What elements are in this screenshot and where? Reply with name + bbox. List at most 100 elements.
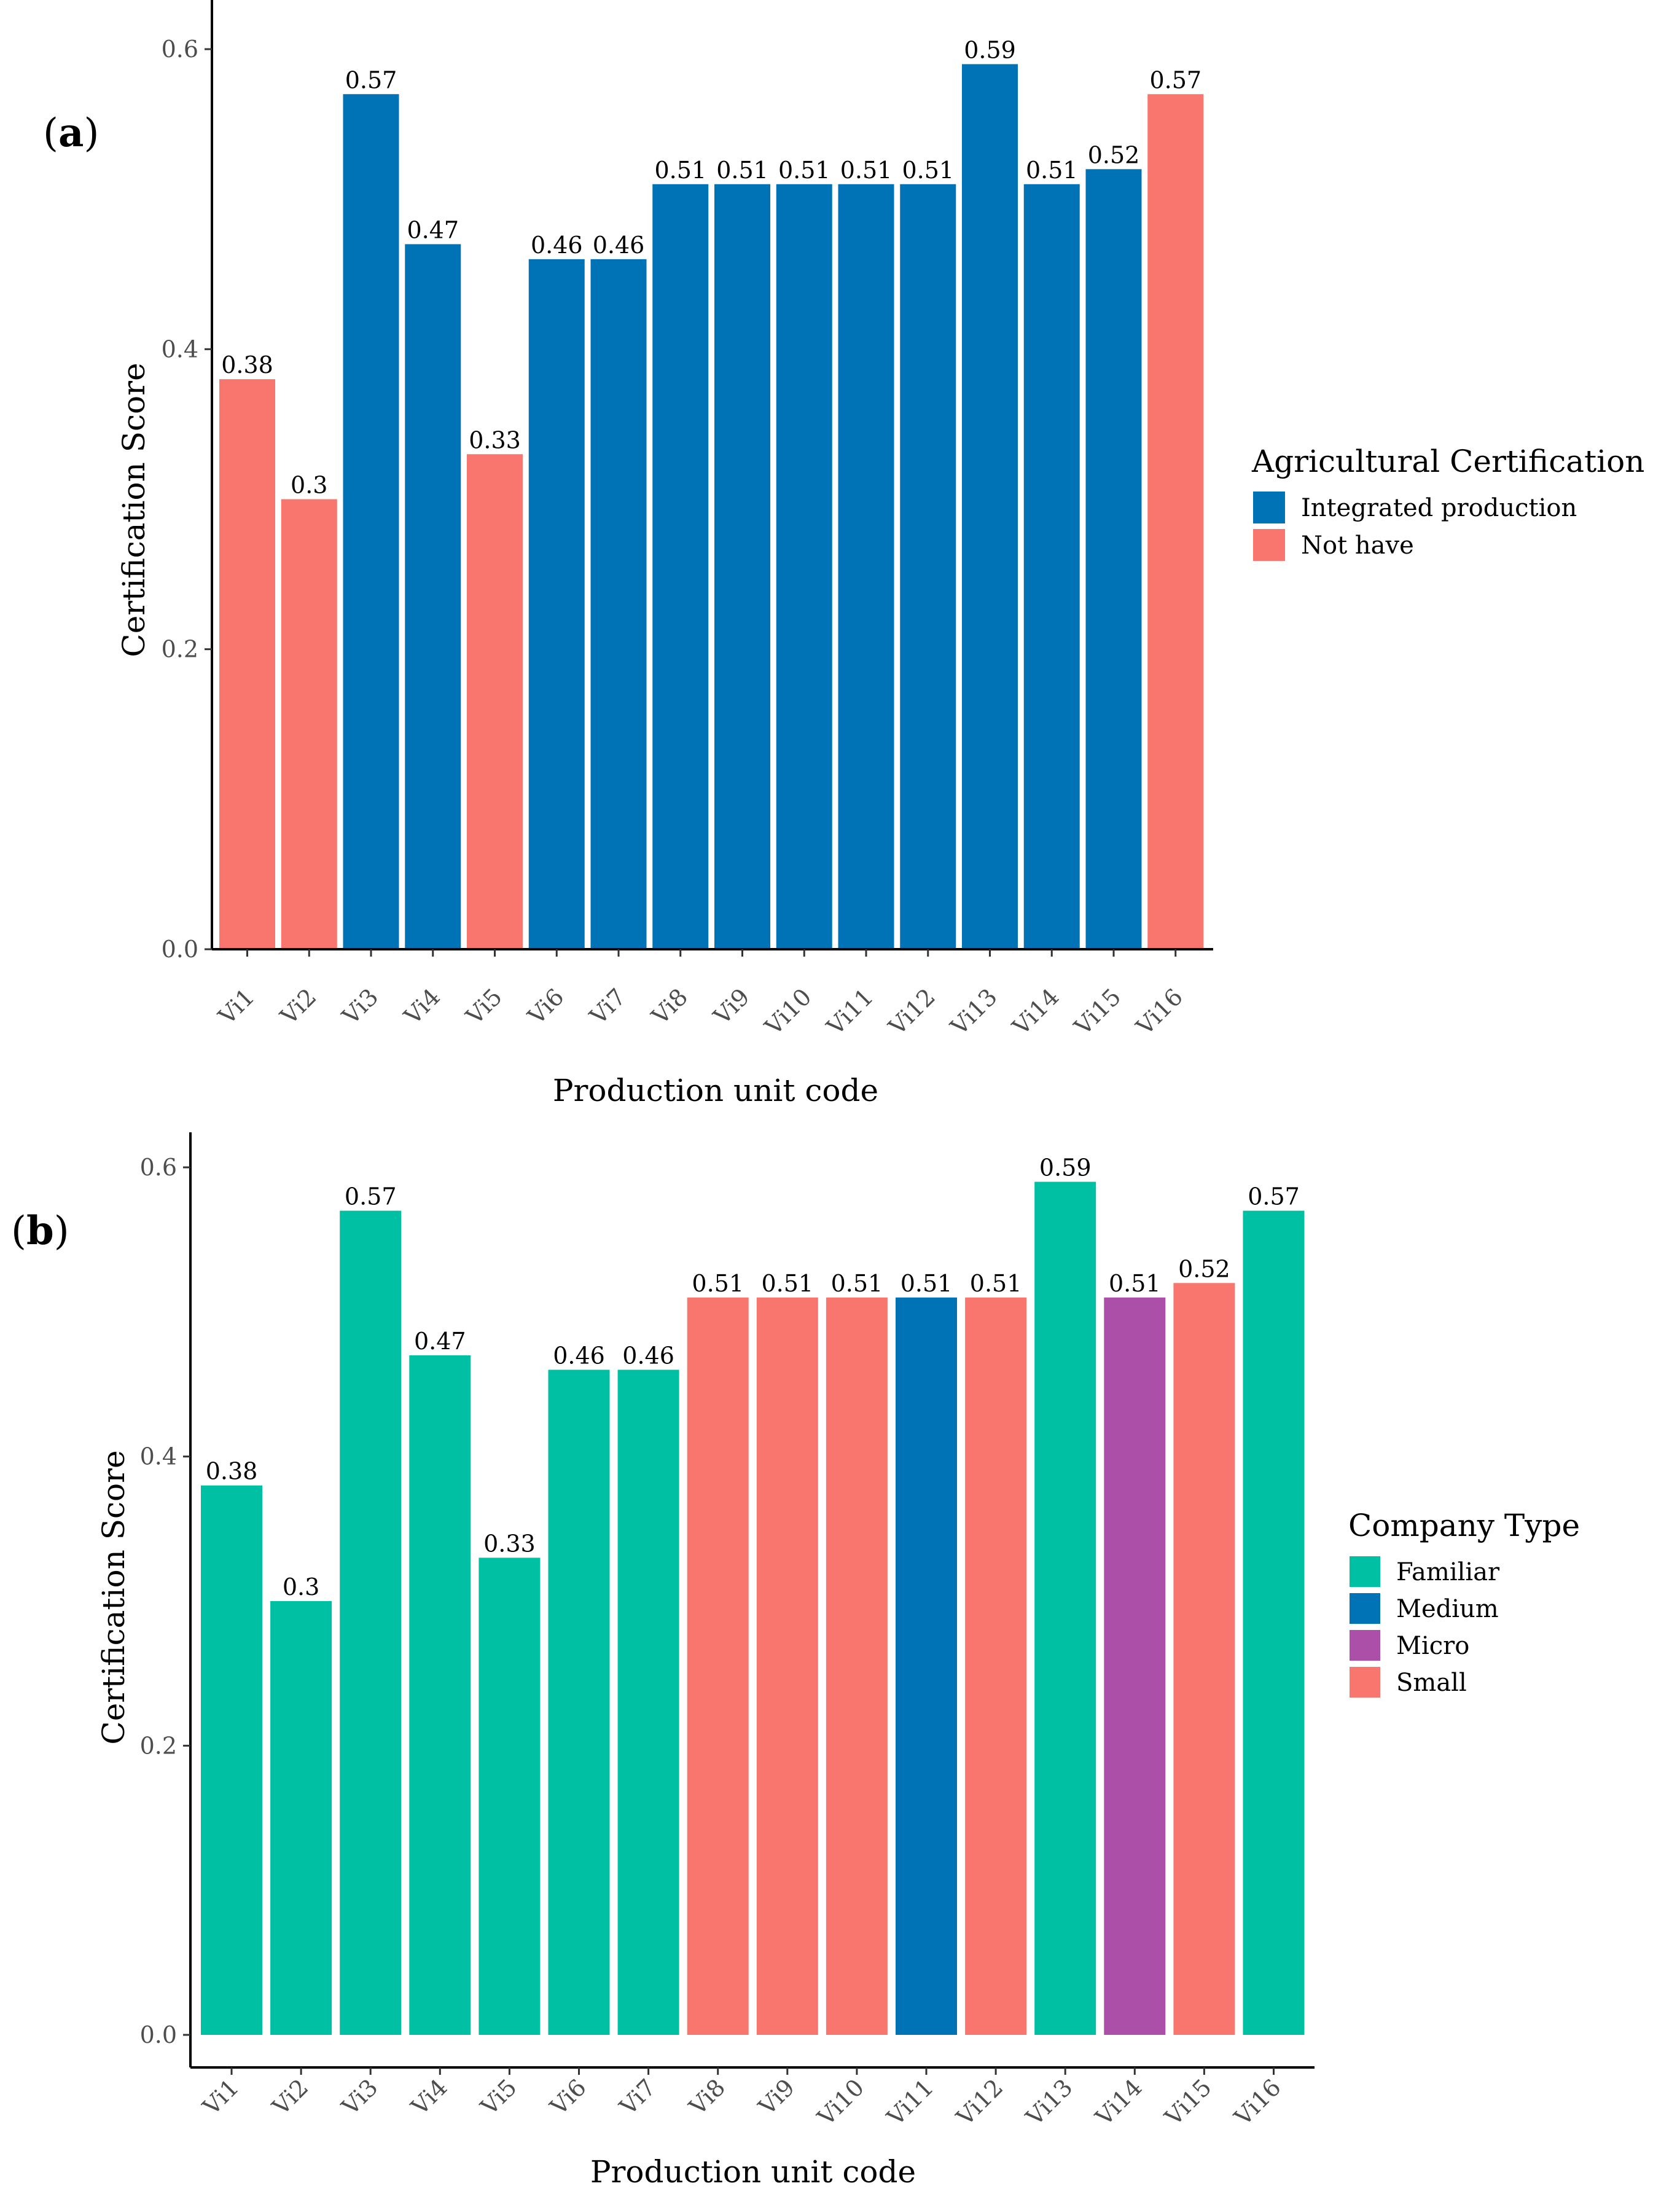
legend-label: Micro <box>1396 1632 1469 1660</box>
bar-value-label: 0.51 <box>654 157 706 184</box>
bar-value-label: 0.38 <box>206 1458 258 1485</box>
bar-value-label: 0.59 <box>964 36 1016 63</box>
y-tick-label: 0.2 <box>162 636 198 663</box>
x-tick-label: Vi9 <box>753 2074 800 2120</box>
x-tick-label: Vi15 <box>1159 2074 1217 2131</box>
x-tick-label: Vi13 <box>1020 2074 1078 2131</box>
x-tick-label: Vi10 <box>812 2074 870 2131</box>
bar-vi4 <box>405 244 461 950</box>
x-tick-label: Vi3 <box>337 983 383 1030</box>
bar-vi8 <box>687 1297 749 2035</box>
bar-value-label: 0.51 <box>1026 157 1078 184</box>
legend-label: Not have <box>1301 531 1414 560</box>
y-tick-label: 0.4 <box>140 1443 177 1470</box>
bar-vi1 <box>219 379 275 949</box>
x-tick-label: Vi6 <box>544 2074 591 2120</box>
bar-value-label: 0.46 <box>553 1342 605 1369</box>
bar-value-label: 0.57 <box>345 1183 397 1210</box>
bar-value-label: 0.51 <box>901 1270 953 1297</box>
bar-value-label: 0.46 <box>622 1342 674 1369</box>
bar-vi14 <box>1104 1297 1166 2035</box>
bar-value-label: 0.51 <box>716 157 768 184</box>
x-tick-label: Vi1 <box>213 983 259 1030</box>
bar-value-label: 0.47 <box>407 216 459 243</box>
y-axis-title: Certification Score <box>96 1450 131 1744</box>
bar-vi14 <box>1023 184 1080 949</box>
legend-swatch-familiar <box>1350 1556 1380 1587</box>
y-tick-label: 0.6 <box>140 1154 177 1181</box>
bar-value-label: 0.59 <box>1039 1154 1092 1181</box>
bar-vi6 <box>548 1369 610 2035</box>
x-tick-label: Vi2 <box>267 2074 313 2120</box>
legend-title: Company Type <box>1348 1508 1580 1543</box>
legend-swatch-not-have <box>1253 529 1285 561</box>
bar-vi11 <box>838 184 894 949</box>
x-tick-label: Vi2 <box>275 983 321 1030</box>
bar-vi7 <box>617 1369 679 2035</box>
panel-label: (a) <box>43 110 99 156</box>
bar-vi6 <box>528 259 585 949</box>
bar-value-label: 0.51 <box>902 157 954 184</box>
x-tick-label: Vi16 <box>1131 983 1189 1041</box>
bar-vi1 <box>201 1485 262 2035</box>
bar-vi10 <box>776 184 832 949</box>
bar-value-label: 0.51 <box>1109 1270 1161 1297</box>
bar-value-label: 0.51 <box>761 1270 813 1297</box>
bar-value-label: 0.51 <box>692 1270 744 1297</box>
bar-value-label: 0.52 <box>1178 1255 1230 1282</box>
chart-panel-a: (a) 0.38 Vi1 0.3 Vi2 0.57 Vi3 0.47 Vi4 0.33 Vi5 0.4… <box>43 0 1644 1108</box>
x-tick-label: Vi11 <box>881 2074 939 2131</box>
bar-value-label: 0.51 <box>831 1270 883 1297</box>
legend-swatch-integrated-production <box>1253 492 1285 523</box>
y-tick-label: 0.6 <box>162 36 198 63</box>
bar-value-label: 0.51 <box>840 157 893 184</box>
x-tick-label: Vi13 <box>945 983 1002 1041</box>
x-tick-label: Vi5 <box>475 2074 522 2120</box>
legend: Company Type Familiar Medium Micro Small <box>1348 1508 1580 1698</box>
x-tick-label: Vi4 <box>405 2074 452 2120</box>
bar-value-label: 0.46 <box>593 232 645 259</box>
x-tick-label: Vi12 <box>883 983 941 1041</box>
bar-value-label: 0.33 <box>483 1530 536 1557</box>
bar-vi5 <box>467 454 523 949</box>
bar-vi16 <box>1243 1210 1305 2035</box>
bar-value-label: 0.3 <box>283 1573 319 1600</box>
legend-swatch-micro <box>1350 1630 1380 1661</box>
x-tick-label: Vi5 <box>460 983 507 1030</box>
bar-vi9 <box>756 1297 818 2035</box>
y-axis-title: Certification Score <box>116 362 152 657</box>
bar-vi8 <box>652 184 709 949</box>
bar-value-label: 0.51 <box>778 157 830 184</box>
x-tick-label: Vi1 <box>197 2074 244 2120</box>
x-tick-label: Vi15 <box>1069 983 1127 1041</box>
x-tick-label: Vi14 <box>1090 2074 1147 2131</box>
panel-label: (b) <box>11 1208 69 1254</box>
legend-label: Familiar <box>1396 1558 1500 1586</box>
bar-value-label: 0.33 <box>469 426 521 453</box>
bar-vi2 <box>281 499 337 949</box>
x-axis-title: Production unit code <box>553 1073 878 1108</box>
legend: Agricultural Certification Integrated pro… <box>1251 444 1644 561</box>
bar-vi16 <box>1147 94 1204 949</box>
bar-value-label: 0.38 <box>221 351 273 378</box>
bar-value-label: 0.57 <box>1248 1183 1300 1210</box>
legend-title: Agricultural Certification <box>1251 444 1644 479</box>
bar-vi15 <box>1173 1283 1235 2035</box>
bar-vi11 <box>896 1297 957 2035</box>
bar-vi5 <box>479 1557 541 2035</box>
legend-swatch-small <box>1350 1667 1380 1698</box>
bar-value-label: 0.46 <box>531 232 583 259</box>
bar-vi4 <box>409 1355 471 2035</box>
legend-label: Medium <box>1396 1595 1499 1623</box>
bar-value-label: 0.3 <box>291 472 327 499</box>
bar-vi15 <box>1085 169 1142 949</box>
bar-value-label: 0.57 <box>1149 66 1201 93</box>
x-tick-label: Vi10 <box>759 983 817 1041</box>
bar-vi10 <box>826 1297 888 2035</box>
bar-vi12 <box>900 184 956 949</box>
bar-value-label: 0.52 <box>1088 141 1140 168</box>
x-tick-label: Vi4 <box>399 983 445 1030</box>
x-axis-title: Production unit code <box>590 2154 916 2190</box>
bar-vi9 <box>714 184 770 949</box>
